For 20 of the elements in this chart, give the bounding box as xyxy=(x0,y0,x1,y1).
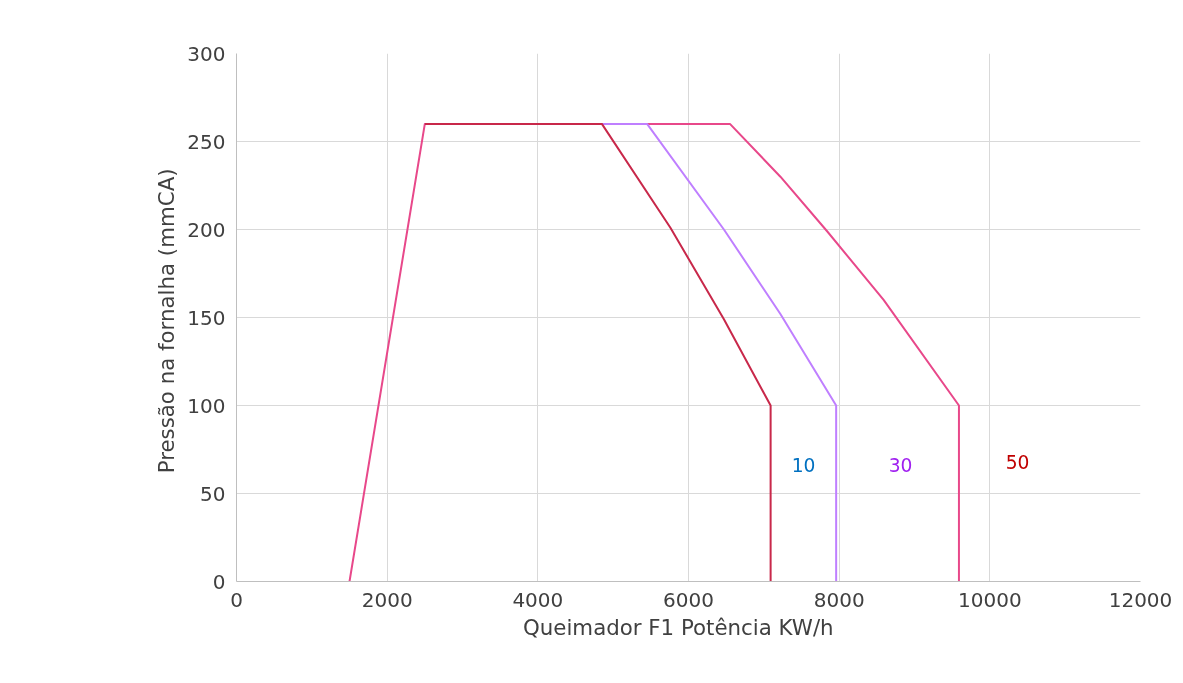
y-tick-label: 150 xyxy=(187,305,226,330)
x-tick-label: 8000 xyxy=(813,587,865,612)
line-series xyxy=(423,122,772,582)
x-tick-label: 4000 xyxy=(512,587,564,612)
y-tick-label: 200 xyxy=(187,217,226,242)
y-tick-label: 250 xyxy=(187,129,226,154)
annotation: 30 xyxy=(888,454,913,476)
x-tick-label: 10000 xyxy=(958,587,1022,612)
y-tick-label: 100 xyxy=(187,393,226,418)
y-tick-label: 50 xyxy=(200,481,226,506)
x-tick-label: 6000 xyxy=(663,587,714,612)
x-tick-label: 2000 xyxy=(361,587,413,612)
y-tick-label: 0 xyxy=(212,569,226,594)
x-axis-title: Queimador F1 Potência KW/h xyxy=(523,614,834,640)
annotation: 50 xyxy=(1005,451,1030,473)
annotation: 10 xyxy=(791,454,816,476)
x-tick-label: 0 xyxy=(230,587,243,612)
y-axis-title: Pressão na fornalha (mmCA) xyxy=(154,168,180,474)
y-tick-label: 300 xyxy=(187,41,226,66)
x-tick-label: 12000 xyxy=(1108,587,1173,612)
